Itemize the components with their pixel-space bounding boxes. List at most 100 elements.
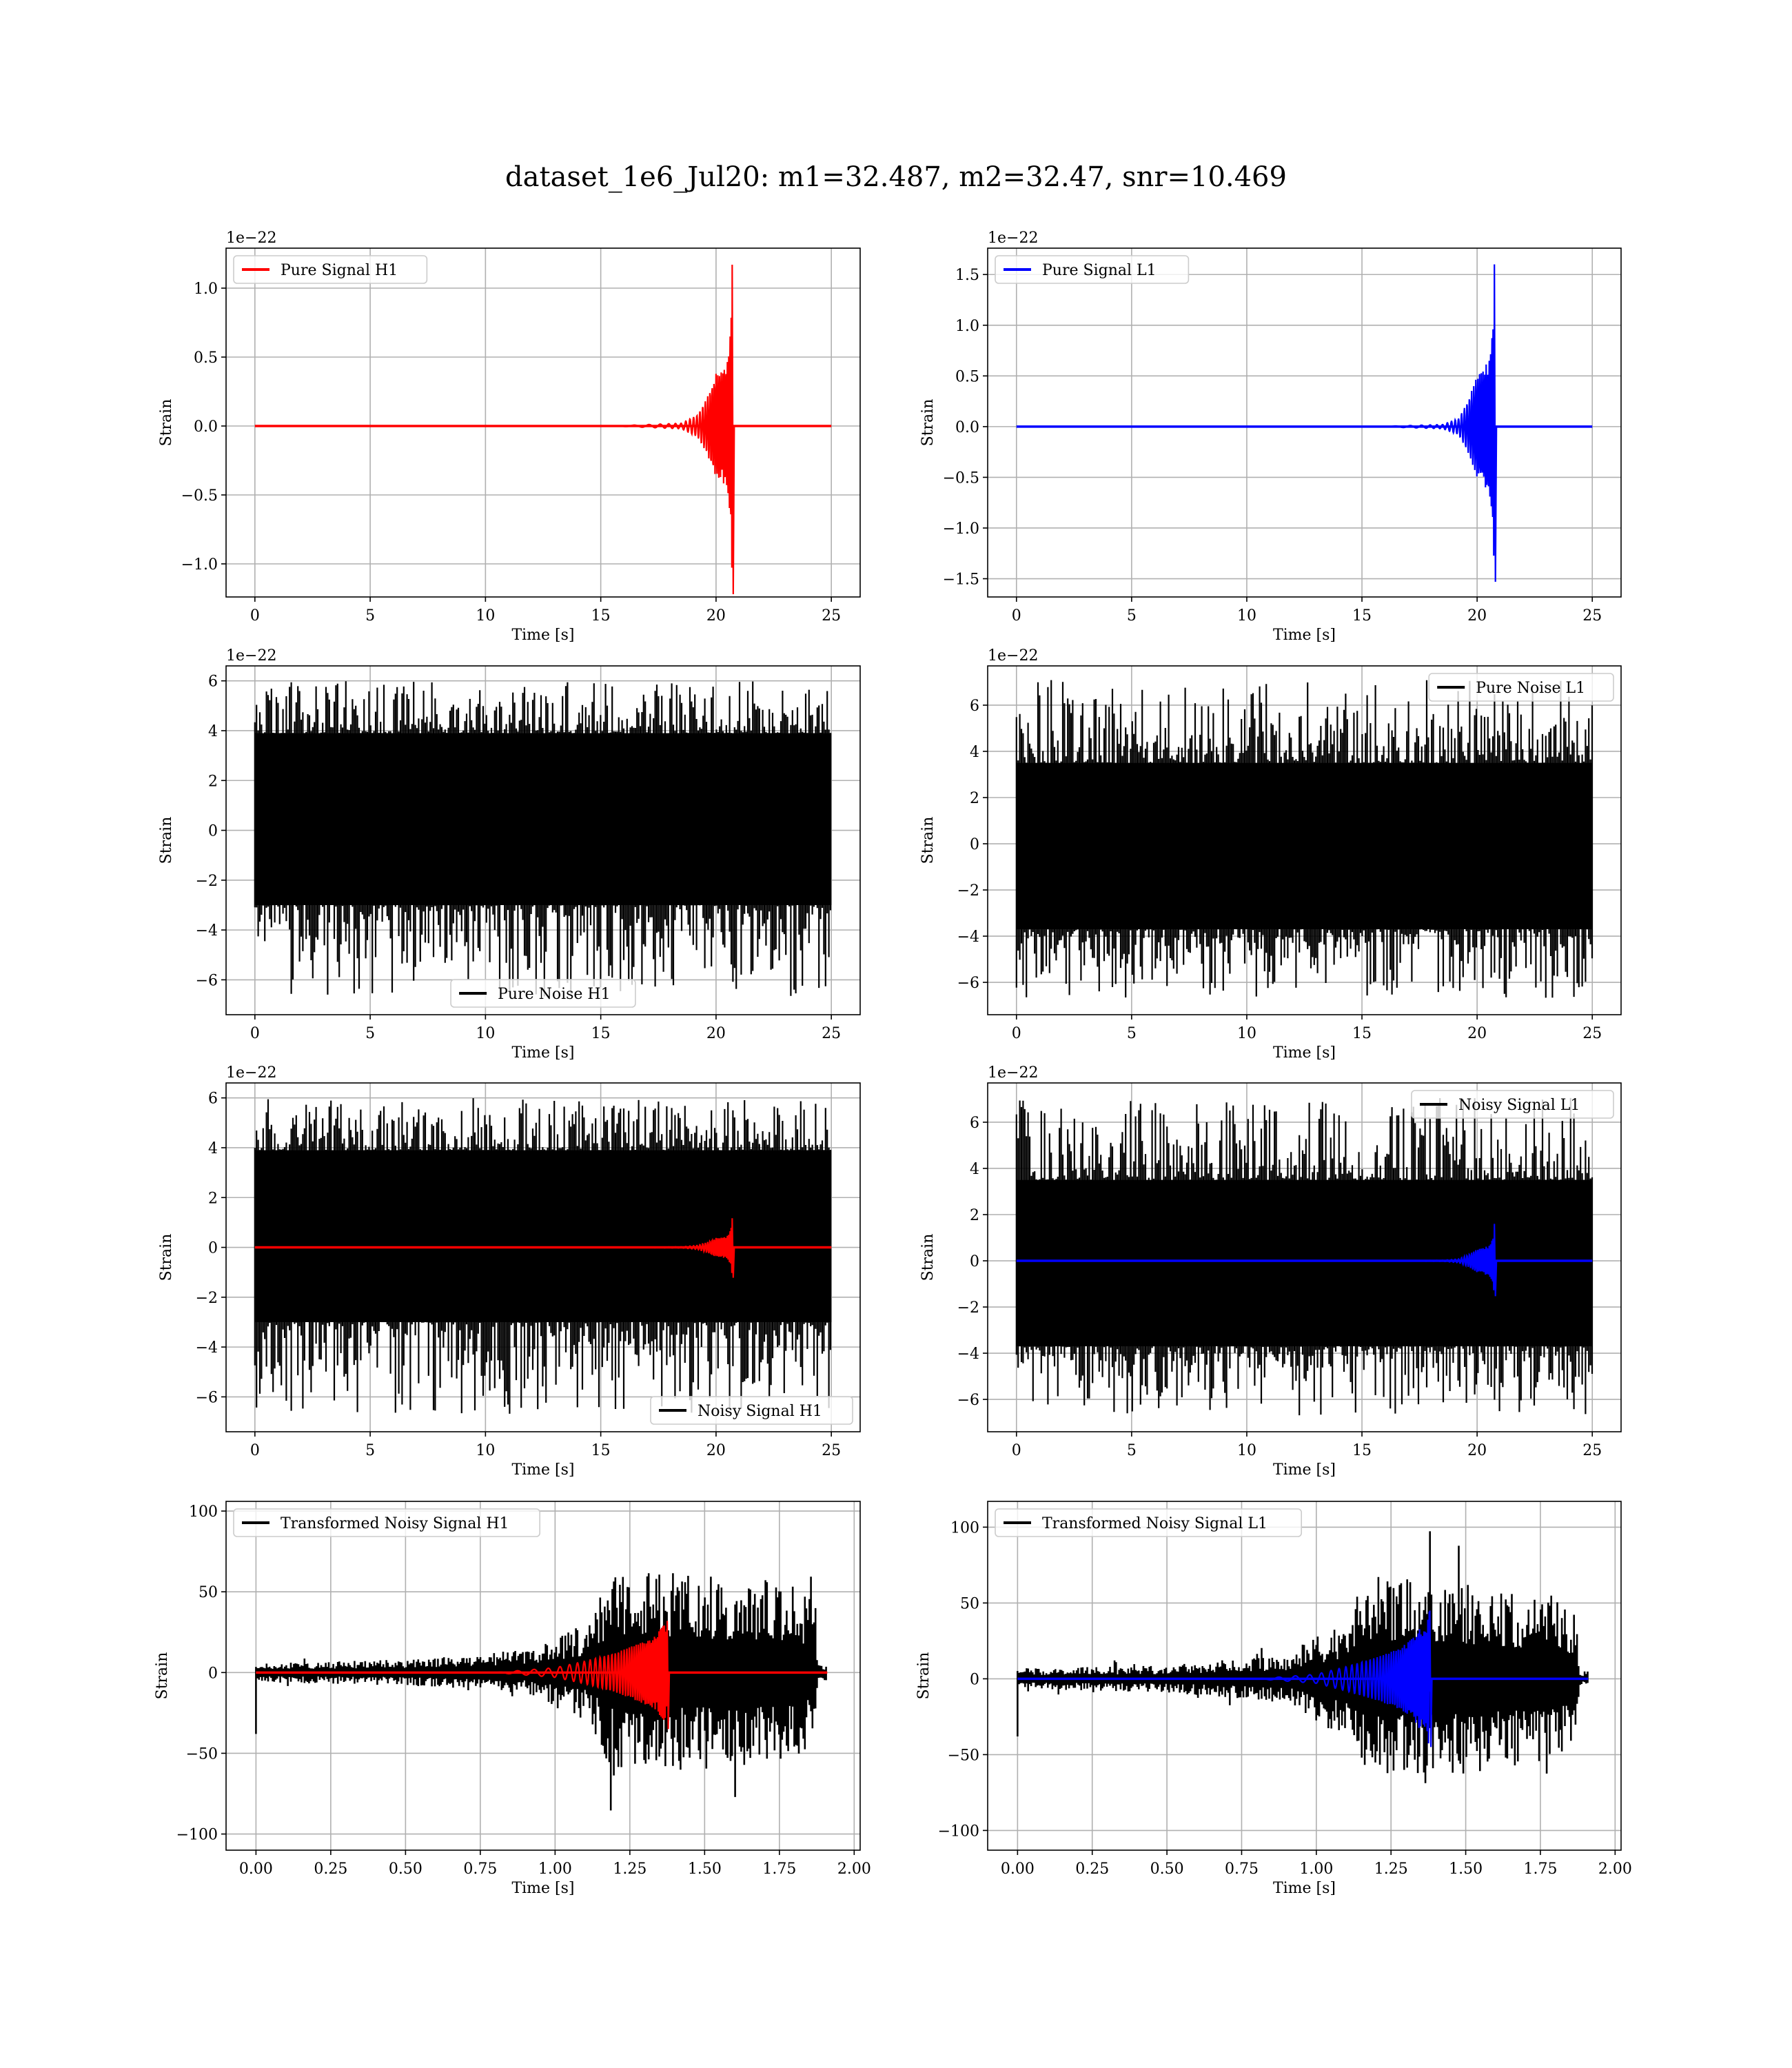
x-tick-label: 1.50 — [1449, 1861, 1483, 1878]
series-pure-noise-h1 — [254, 681, 832, 997]
figure-title: dataset_1e6_Jul20: m1=32.487, m2=32.47, … — [505, 161, 1287, 193]
y-axis-label: Strain — [919, 1234, 937, 1281]
plot-area — [254, 1098, 832, 1414]
y-tick-label: −4 — [196, 922, 218, 940]
x-tick-label: 0 — [250, 607, 260, 625]
y-axis-label: Strain — [158, 399, 175, 447]
y-tick-label: −6 — [196, 1389, 218, 1406]
y-tick-label: −4 — [957, 1346, 979, 1363]
subplot-pure-noise-h1: 0 5 10 15 20 25 −6 −4 −2 0 2 4 6 Time [s] Strain 1e−22 P… — [158, 647, 861, 1062]
y-tick-label: 50 — [198, 1584, 218, 1601]
axis-offset-text: 1e−22 — [988, 647, 1038, 665]
x-tick-label: 1.25 — [1374, 1861, 1408, 1878]
x-axis-label: Time [s] — [1273, 627, 1336, 644]
y-tick-label: 2 — [970, 1207, 979, 1224]
x-tick-label: 25 — [822, 607, 841, 625]
y-tick-label: 0.5 — [955, 368, 979, 385]
plot-area — [255, 1573, 828, 1811]
y-tick-label: 4 — [970, 744, 979, 761]
y-tick-label: −6 — [957, 1392, 979, 1409]
x-tick-label: 10 — [476, 1025, 495, 1042]
x-tick-label: 20 — [706, 1442, 726, 1459]
x-tick-label: 25 — [822, 1442, 841, 1459]
x-tick-label: 5 — [1127, 1442, 1137, 1459]
y-tick-label: 2 — [208, 1190, 218, 1207]
x-tick-label: 1.25 — [613, 1861, 646, 1878]
subplot-transformed-noisy-signal-h1: 0.00 0.25 0.50 0.75 1.00 1.25 1.50 1.75 2.00 −100… — [154, 1501, 871, 1897]
x-tick-label: 15 — [1352, 1025, 1372, 1042]
y-tick-label: −1.0 — [943, 520, 979, 538]
x-tick-label: 0.00 — [1001, 1861, 1035, 1878]
y-tick-label: 6 — [970, 1115, 979, 1132]
x-tick-label: 20 — [706, 1025, 726, 1042]
x-tick-label: 5 — [365, 607, 375, 625]
x-tick-label: 0 — [250, 1025, 260, 1042]
legend-box — [995, 255, 1190, 284]
x-tick-label: 10 — [476, 1442, 495, 1459]
y-tick-label: 0 — [970, 1253, 979, 1270]
legend: Transformed Noisy Signal H1 — [233, 1508, 541, 1537]
x-tick-label: 25 — [822, 1025, 841, 1042]
plot-area — [254, 264, 832, 595]
subplot-pure-signal-h1: 0 5 10 15 20 25 −1.0 −0.5 0.0 0.5 1.0 Time [s] Strai… — [158, 230, 861, 644]
y-tick-label: 0 — [208, 1665, 218, 1682]
plot-area — [1015, 680, 1594, 998]
x-tick-label: 5 — [1127, 607, 1137, 625]
series-pure-noise-l1 — [1015, 680, 1594, 998]
axes-frame — [987, 247, 1622, 598]
x-tick-label: 10 — [1237, 1442, 1256, 1459]
y-axis-label: Strain — [154, 1652, 171, 1700]
x-tick-label: 5 — [365, 1442, 375, 1459]
x-tick-label: 10 — [1237, 607, 1256, 625]
y-tick-label: 0 — [970, 836, 979, 853]
x-tick-label: 1.75 — [1523, 1861, 1557, 1878]
legend: Pure Signal L1 — [995, 255, 1190, 284]
y-tick-label: 2 — [208, 773, 218, 790]
plot-area — [1015, 1097, 1594, 1416]
y-tick-label: 0.0 — [194, 418, 218, 436]
x-tick-label: 0.50 — [1150, 1861, 1184, 1878]
y-tick-label: 6 — [208, 673, 218, 691]
x-tick-label: 20 — [1467, 1442, 1487, 1459]
y-tick-label: 0 — [208, 823, 218, 840]
legend-label: Pure Signal H1 — [281, 262, 398, 279]
series-pure-signal-h1-signal — [612, 264, 735, 595]
legend-label: Transformed Noisy Signal H1 — [281, 1515, 509, 1532]
legend-box — [233, 1508, 541, 1537]
x-tick-label: 25 — [1582, 607, 1602, 625]
legend-label: Transformed Noisy Signal L1 — [1042, 1515, 1267, 1532]
legend-box — [995, 1508, 1303, 1537]
y-tick-label: −1.0 — [181, 556, 218, 574]
x-tick-label: 20 — [1467, 1025, 1487, 1042]
y-axis-label: Strain — [158, 817, 175, 864]
x-tick-label: 2.00 — [1598, 1861, 1632, 1878]
subplot-pure-signal-l1: 0 5 10 15 20 25 −1.5 −1.0 −0.5 0.0 0.5 1.0 1.5 Time [… — [919, 230, 1622, 644]
subplot-noisy-signal-l1: 0 5 10 15 20 25 −6 −4 −2 0 2 4 6 Time [s] Strain 1e−22 N… — [919, 1064, 1622, 1479]
axes-frame — [225, 1501, 861, 1851]
legend-box — [233, 255, 428, 284]
series-noisy-signal-l1-signal — [1373, 1224, 1498, 1297]
x-tick-label: 5 — [1127, 1025, 1137, 1042]
y-axis-label: Strain — [915, 1652, 933, 1700]
subplot-transformed-noisy-signal-l1: 0.00 0.25 0.50 0.75 1.00 1.25 1.50 1.75 2.00 −100… — [915, 1501, 1632, 1897]
x-tick-label: 0.50 — [389, 1861, 422, 1878]
legend: Transformed Noisy Signal L1 — [995, 1508, 1303, 1537]
legend-label: Pure Noise H1 — [498, 986, 611, 1003]
series-noisy-signal-h1 — [254, 1098, 832, 1414]
x-tick-label: 15 — [591, 1442, 611, 1459]
x-tick-label: 0 — [1012, 607, 1021, 625]
x-tick-label: 15 — [591, 1025, 611, 1042]
legend-label: Pure Signal L1 — [1042, 262, 1157, 279]
axis-offset-text: 1e−22 — [226, 1064, 276, 1082]
legend-label: Pure Noise L1 — [1476, 680, 1585, 697]
x-tick-label: 0.00 — [239, 1861, 273, 1878]
y-tick-label: −6 — [196, 972, 218, 989]
legend-label: Noisy Signal L1 — [1458, 1097, 1580, 1114]
x-tick-label: 20 — [706, 607, 726, 625]
y-tick-label: −2 — [196, 873, 218, 890]
y-tick-label: 1.0 — [955, 318, 979, 335]
y-tick-label: −2 — [196, 1290, 218, 1307]
x-tick-label: 10 — [1237, 1025, 1256, 1042]
